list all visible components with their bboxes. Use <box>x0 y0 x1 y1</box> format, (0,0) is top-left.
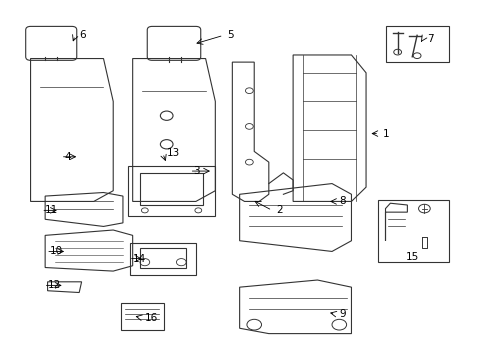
Text: 11: 11 <box>45 205 58 215</box>
Text: 5: 5 <box>227 30 234 40</box>
Text: 6: 6 <box>79 30 85 40</box>
Bar <box>377 200 448 262</box>
Text: 10: 10 <box>50 247 63 256</box>
Text: 14: 14 <box>132 253 145 264</box>
Text: 2: 2 <box>276 205 282 215</box>
Text: 13: 13 <box>166 148 180 158</box>
Text: 16: 16 <box>144 312 158 323</box>
Text: 1: 1 <box>382 129 389 139</box>
Bar <box>385 26 448 62</box>
Text: 8: 8 <box>339 197 345 206</box>
Text: 7: 7 <box>426 34 432 44</box>
Text: 12: 12 <box>47 280 61 291</box>
Text: 4: 4 <box>64 152 71 162</box>
Text: 3: 3 <box>193 166 200 176</box>
Text: 9: 9 <box>339 309 345 319</box>
Text: 15: 15 <box>405 252 418 262</box>
